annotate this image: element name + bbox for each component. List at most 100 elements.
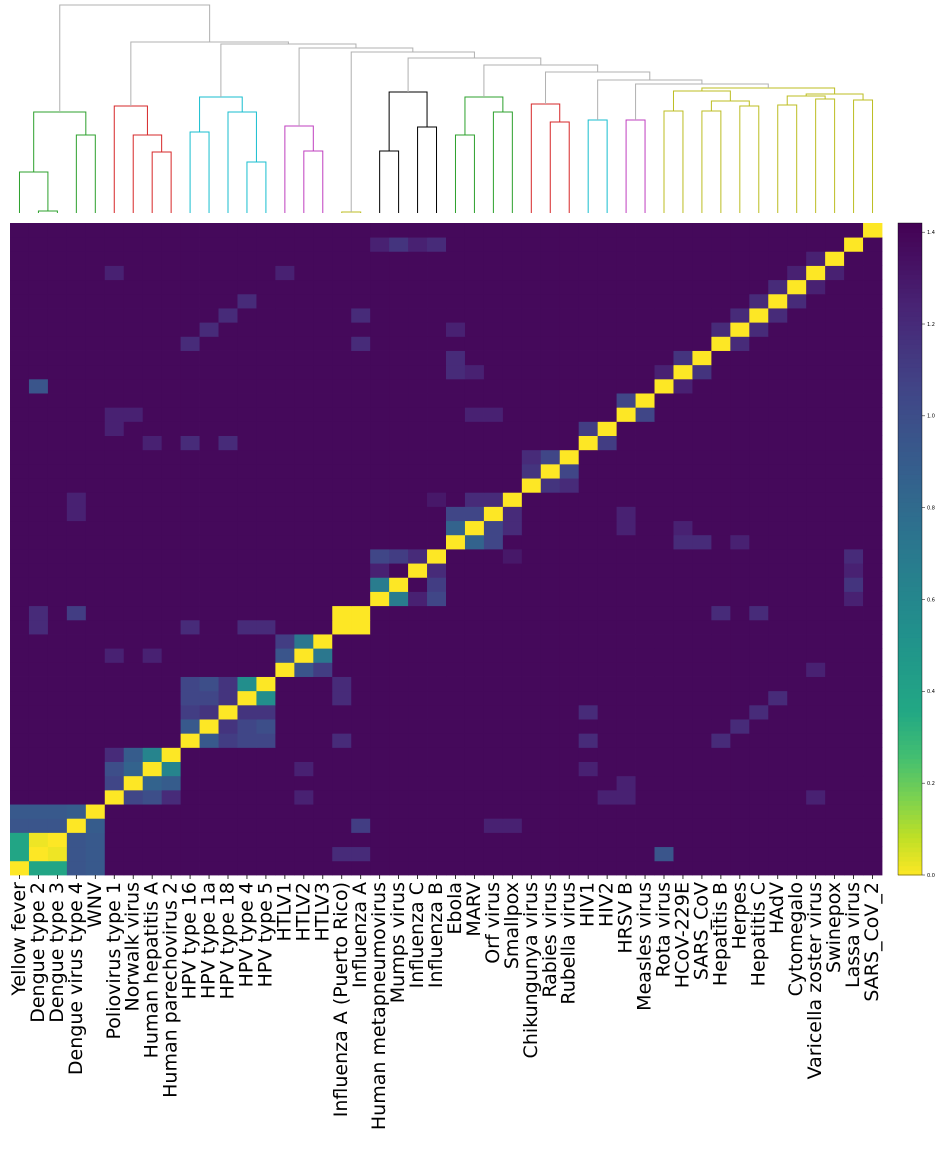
heatmap-cell	[142, 789, 163, 805]
heatmap-cell	[578, 733, 599, 748]
heatmap-cell	[483, 733, 504, 748]
heatmap-cell	[521, 435, 542, 451]
heatmap-cell	[218, 619, 238, 635]
heatmap-cell	[730, 634, 750, 649]
colorbar-segment	[898, 511, 922, 517]
heatmap-cell	[730, 704, 750, 720]
heatmap-cell	[275, 350, 295, 366]
heatmap-cell	[464, 832, 485, 848]
heatmap-cell	[863, 719, 883, 734]
heatmap-cell	[142, 237, 163, 252]
heatmap-cell	[142, 308, 163, 323]
heatmap-cell	[483, 747, 504, 762]
heatmap-cell	[464, 846, 485, 862]
colorbar-tick-label: 0.6	[927, 597, 935, 603]
heatmap-cell	[446, 492, 466, 507]
heatmap-cell	[256, 804, 276, 819]
heatmap-cell	[749, 520, 769, 536]
heatmap-cell	[540, 308, 561, 323]
heatmap-cell	[654, 818, 674, 833]
heatmap-cell	[540, 804, 561, 819]
heatmap-cell	[806, 747, 826, 762]
heatmap-cell	[218, 506, 238, 522]
heatmap-cell	[730, 619, 750, 635]
heatmap-cell	[635, 733, 655, 748]
heatmap-cell	[408, 846, 428, 862]
heatmap-cell	[28, 322, 49, 337]
heatmap-cell	[123, 761, 144, 777]
heatmap-cell	[730, 364, 750, 380]
heatmap-cell	[427, 676, 447, 692]
heatmap-cell	[749, 265, 769, 281]
heatmap-cell	[332, 237, 352, 252]
colorbar-segment	[898, 316, 922, 322]
heatmap-cell	[10, 563, 30, 578]
heatmap-cell	[47, 237, 68, 252]
heatmap-cell	[294, 350, 314, 366]
heatmap-cell	[654, 492, 674, 507]
heatmap-cell	[521, 818, 542, 833]
colorbar-segment	[898, 441, 922, 448]
heatmap-cell	[673, 648, 693, 663]
heatmap-cell	[389, 676, 409, 692]
dendrogram-link	[483, 64, 599, 97]
heatmap-cell	[10, 223, 30, 238]
heatmap-cell	[692, 719, 712, 734]
heatmap-cell	[66, 789, 87, 805]
heatmap-cell	[85, 421, 106, 436]
heatmap-cell	[673, 350, 693, 366]
heatmap-cell	[218, 549, 238, 564]
heatmap-cell	[142, 279, 163, 295]
heatmap-cell	[825, 520, 845, 536]
heatmap-cell	[294, 591, 314, 607]
heatmap-cell	[104, 435, 125, 451]
heatmap-cell	[85, 648, 106, 663]
heatmap-cell	[408, 478, 428, 493]
heatmap-cell	[332, 251, 352, 266]
heatmap-cell	[218, 634, 238, 649]
heatmap-cell	[768, 549, 788, 564]
heatmap-cell	[294, 676, 314, 692]
heatmap-cell	[464, 733, 485, 748]
heatmap-cell	[692, 619, 712, 635]
heatmap-cell	[199, 364, 219, 380]
heatmap-cell	[540, 789, 561, 805]
heatmap-cell	[654, 704, 674, 720]
heatmap-cell	[142, 534, 163, 550]
heatmap-cell	[142, 251, 163, 266]
colorbar-segment	[898, 274, 922, 280]
heatmap-cell	[370, 775, 390, 791]
heatmap-cell	[787, 534, 807, 550]
heatmap-cell	[180, 478, 200, 493]
heatmap-cell	[408, 704, 428, 720]
heatmap-cell	[123, 577, 144, 592]
heatmap-cell	[47, 733, 68, 748]
dendrogram-link	[246, 161, 267, 213]
x-tick-label: Influenza A	[349, 882, 371, 988]
heatmap-cell	[66, 733, 87, 748]
heatmap-cell	[47, 605, 68, 621]
heatmap-cell	[123, 619, 144, 635]
colorbar-segment	[898, 837, 922, 843]
colorbar-segment	[898, 795, 922, 801]
heatmap-cell	[389, 619, 409, 635]
heatmap-cell	[521, 534, 542, 550]
heatmap-cell	[389, 818, 409, 833]
heatmap-cell	[711, 662, 731, 677]
heatmap-cell	[161, 747, 182, 762]
heatmap-cell	[806, 761, 826, 777]
heatmap-cell	[256, 265, 276, 281]
heatmap-cell	[256, 378, 276, 394]
heatmap-cell	[313, 619, 333, 635]
heatmap-cell	[502, 860, 523, 876]
colorbar-segment	[898, 772, 922, 778]
heatmap-cell	[464, 619, 485, 635]
heatmap-cell	[237, 435, 257, 451]
heatmap-cell	[294, 577, 314, 592]
colorbar-segment	[898, 600, 922, 606]
heatmap-cell	[161, 308, 182, 323]
heatmap-cell	[275, 435, 295, 451]
heatmap-cell	[540, 846, 561, 862]
heatmap-cell	[464, 322, 485, 337]
heatmap-cell	[427, 520, 447, 536]
